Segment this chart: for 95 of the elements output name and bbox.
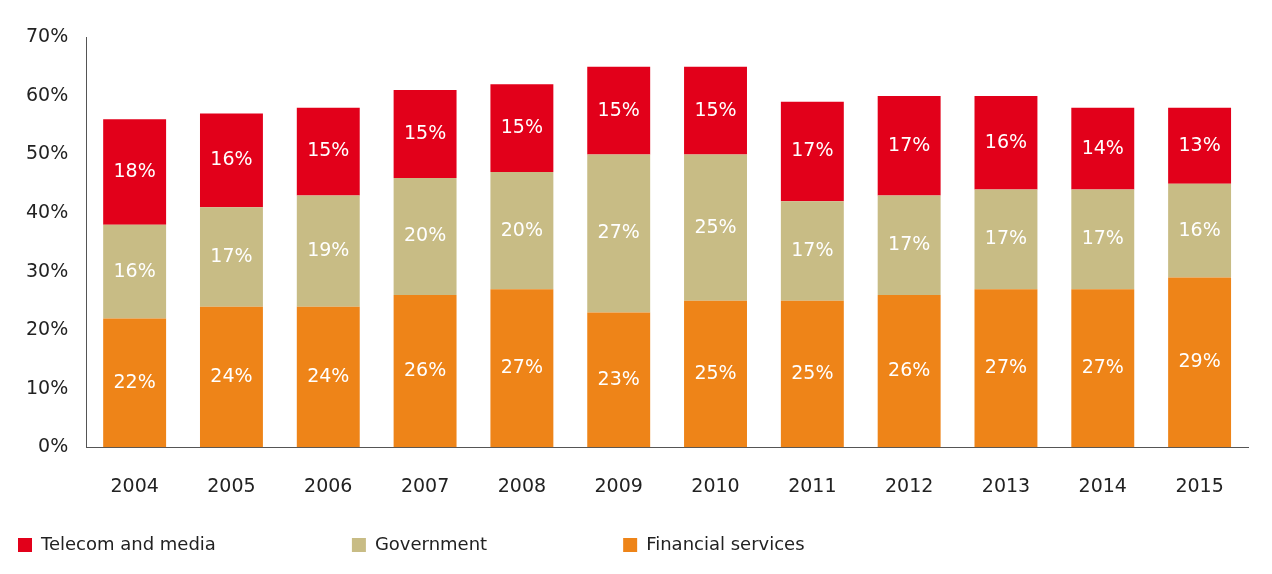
data-label: 25% — [694, 360, 737, 383]
x-tick-label: 2008 — [497, 473, 547, 496]
bar — [296, 306, 360, 448]
bar — [393, 177, 457, 295]
legend-label: Financial services — [646, 532, 931, 554]
bar — [877, 95, 941, 196]
bar — [974, 289, 1038, 448]
bar — [393, 90, 457, 178]
bar — [199, 207, 263, 307]
y-tick-label: 50% — [26, 141, 69, 164]
bar — [103, 318, 167, 448]
data-label: 18% — [113, 158, 156, 181]
data-label: 27% — [597, 220, 640, 243]
bar — [1168, 183, 1232, 278]
x-tick-label: 2011 — [788, 473, 837, 496]
data-label: 17% — [1081, 226, 1124, 249]
bar — [490, 289, 554, 448]
bar — [296, 107, 360, 196]
data-label: 25% — [694, 214, 737, 237]
data-label: 15% — [694, 97, 737, 120]
y-tick-label: 40% — [26, 199, 69, 222]
bar — [1071, 107, 1135, 190]
x-tick-label: 2007 — [400, 473, 450, 496]
bar — [684, 66, 747, 155]
bar — [684, 154, 747, 301]
x-tick-label: 2005 — [207, 473, 256, 496]
y-tick-label: 60% — [26, 82, 69, 105]
data-label: 26% — [888, 358, 931, 381]
data-label: 16% — [984, 129, 1028, 152]
x-tick-label: 2004 — [110, 473, 159, 496]
data-label: 29% — [1178, 349, 1221, 372]
data-label: 22% — [113, 369, 156, 392]
bar — [780, 101, 844, 202]
data-label: 20% — [500, 217, 544, 240]
y-tick-label: 30% — [26, 258, 69, 281]
data-label: 24% — [307, 363, 350, 386]
data-label: 26% — [403, 358, 447, 381]
bar — [780, 300, 844, 448]
y-tick-label: 20% — [26, 317, 69, 340]
x-tick-label: 2010 — [691, 473, 740, 496]
x-tick-label: 2006 — [304, 473, 353, 496]
data-label: 16% — [210, 147, 253, 170]
data-label: 15% — [403, 120, 447, 143]
bar — [199, 113, 263, 208]
x-tick-label: 2015 — [1175, 473, 1224, 496]
bar — [1071, 189, 1135, 290]
data-label: 17% — [210, 243, 253, 266]
x-tick-label: 2009 — [594, 473, 643, 496]
bar — [974, 189, 1038, 290]
bar — [587, 312, 651, 448]
data-label: 13% — [1178, 132, 1221, 155]
bar — [684, 300, 747, 448]
data-label: 17% — [791, 138, 834, 161]
bar — [877, 294, 941, 448]
data-label: 24% — [210, 363, 253, 386]
data-label: 23% — [597, 366, 640, 389]
bar — [490, 172, 554, 290]
bar — [587, 154, 651, 313]
bar — [780, 201, 844, 301]
bar — [1168, 277, 1232, 448]
x-tick-label: 2012 — [884, 473, 934, 496]
bar — [199, 306, 263, 448]
legend-label: Government — [374, 532, 614, 554]
bar — [877, 195, 941, 295]
bar — [103, 119, 167, 225]
data-label: 17% — [888, 132, 931, 155]
data-label: 16% — [113, 258, 156, 281]
bar — [103, 224, 167, 319]
data-label: 25% — [791, 360, 834, 383]
bar — [296, 195, 360, 307]
data-label: 27% — [1081, 355, 1124, 378]
bar — [490, 84, 554, 173]
data-label: 17% — [984, 226, 1028, 249]
y-tick-label: 10% — [26, 375, 69, 398]
y-tick-label: 70% — [26, 24, 69, 47]
data-label: 16% — [1178, 217, 1221, 240]
data-label: 27% — [500, 355, 544, 378]
bar — [974, 95, 1038, 190]
bar — [1071, 289, 1135, 448]
legend-label: Telecom and media — [40, 532, 342, 554]
data-label: 17% — [791, 238, 834, 261]
x-tick-label: 2013 — [981, 473, 1031, 496]
data-label: 17% — [888, 232, 931, 255]
bar — [1168, 107, 1232, 184]
data-label: 14% — [1081, 135, 1124, 158]
data-label: 15% — [500, 115, 544, 138]
y-tick-label: 0% — [38, 434, 69, 457]
x-tick-label: 2014 — [1078, 473, 1127, 496]
data-label: 27% — [984, 355, 1028, 378]
bar — [393, 294, 457, 448]
bar — [587, 66, 651, 155]
data-label: 15% — [597, 97, 640, 120]
data-label: 15% — [307, 138, 350, 161]
data-label: 20% — [403, 223, 447, 246]
data-label: 19% — [307, 238, 350, 261]
